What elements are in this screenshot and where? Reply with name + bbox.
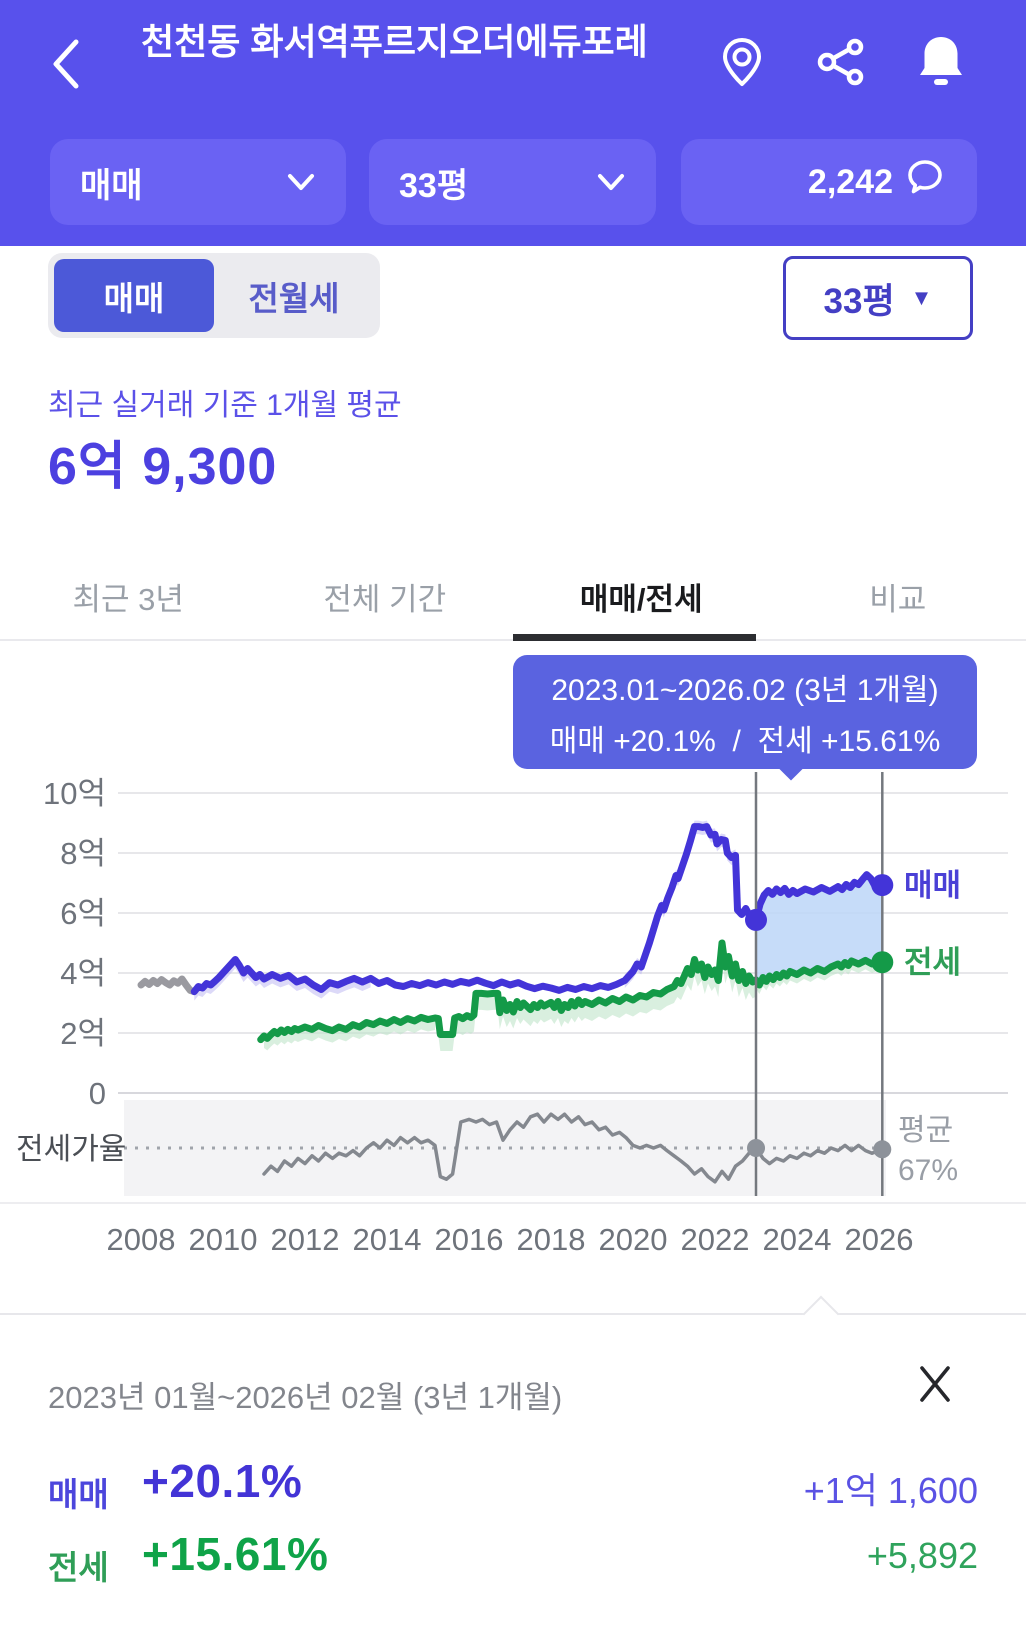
y-tick-label: 4억 (60, 956, 106, 991)
range-tooltip: 2023.01~2026.02 (3년 1개월) 매매 +20.1% / 전세 … (513, 655, 977, 769)
range-band (264, 1015, 435, 1051)
tab-compare[interactable]: 비교 (770, 556, 1026, 636)
panel-jeonse-label: 전세 (48, 1549, 109, 1586)
y-tick-label: 6억 (60, 896, 106, 931)
chart-tabs: 최근 3년 전체 기간 매매/전세 비교 (0, 556, 1026, 636)
ratio-end-dot (873, 1140, 892, 1159)
size-select-value: 33평 (823, 281, 895, 321)
trade-type-label: 매매 (80, 166, 143, 205)
toggle-rent[interactable]: 전월세 (214, 259, 374, 332)
chevron-down-icon (286, 163, 316, 202)
bell-icon[interactable] (912, 32, 968, 88)
y-tick-label: 0 (89, 1076, 106, 1111)
panel-jeonse-amount: +5,892 (866, 1535, 978, 1576)
legend-jeonse: 전세 (904, 945, 961, 980)
sale-line (190, 823, 886, 996)
y-tick-label: 10억 (43, 776, 106, 811)
back-icon[interactable] (38, 32, 98, 96)
y-tick-label: 8억 (60, 836, 106, 871)
jeonse-end-dot (871, 951, 894, 974)
panel-sale-amount: +1억 1,600 (803, 1470, 978, 1511)
size-filter[interactable]: 33평 (369, 139, 656, 225)
ratio-average-value: 67% (898, 1154, 958, 1187)
legend-sale: 매매 (904, 868, 961, 903)
tab-recent-3y[interactable]: 최근 3년 (0, 556, 257, 636)
tooltip-detail: 매매 +20.1% / 전세 +15.61% (549, 724, 941, 758)
close-icon[interactable] (912, 1360, 958, 1406)
panel-jeonse-pct: +15.61% (142, 1528, 329, 1580)
triangle-down-icon: ▼ (910, 285, 933, 310)
listing-count: 2,242 (807, 162, 893, 201)
size-select[interactable]: 33평 ▼ (783, 256, 973, 340)
ratio-band (124, 1100, 886, 1196)
panel-notch (802, 1295, 840, 1333)
x-tick-label: 2018 (517, 1222, 586, 1257)
tab-label: 전체 기간 (323, 581, 447, 617)
x-tick-label: 2020 (599, 1222, 668, 1257)
app-header: 천천동 화서역푸르지오더에듀포레 매매 33평 2,242 (0, 0, 1026, 246)
sale_pre-line (137, 975, 198, 996)
average-price: 6억 9,300 (48, 438, 278, 496)
x-tick-label: 2014 (353, 1222, 422, 1257)
price-caption: 최근 실거래 기준 1개월 평균 (48, 389, 402, 422)
tab-label: 최근 3년 (72, 581, 184, 617)
location-pin-icon[interactable] (714, 34, 770, 90)
toggle-rent-label: 전월세 (248, 279, 340, 317)
tab-all-period[interactable]: 전체 기간 (257, 556, 514, 636)
ratio-average-label: 평균 (898, 1114, 953, 1147)
panel-period: 2023년 01월~2026년 02월 (3년 1개월) (48, 1380, 563, 1415)
panel-sale-pct: +20.1% (142, 1455, 303, 1507)
page-title: 천천동 화서역푸르지오더에듀포레 (141, 21, 648, 62)
tooltip-period: 2023.01~2026.02 (3년 1개월) (551, 673, 939, 707)
panel-divider (0, 1313, 1026, 1315)
x-tick-label: 2012 (271, 1222, 340, 1257)
x-tick-label: 2022 (681, 1222, 750, 1257)
x-tick-label: 2010 (189, 1222, 258, 1257)
active-tab-underline (513, 634, 756, 641)
toggle-sale[interactable]: 매매 (54, 259, 214, 332)
listing-count-button[interactable]: 2,242 (681, 139, 977, 225)
ratio-line (262, 1112, 885, 1184)
ratio-start-dot (747, 1139, 765, 1157)
panel-sale-label: 매매 (48, 1476, 109, 1513)
y-tick-label: 2억 (60, 1016, 106, 1051)
ratio-axis-label: 전세가율 (16, 1133, 126, 1166)
trade-type-toggle: 매매 전월세 (48, 253, 380, 338)
sale-start-dot (745, 908, 767, 931)
tab-label: 비교 (869, 581, 927, 617)
tab-label: 매매/전세 (579, 581, 703, 617)
jeonse-line (257, 939, 886, 1044)
tab-sale-jeonse[interactable]: 매매/전세 (513, 556, 770, 636)
chat-bubble-icon (905, 157, 945, 208)
size-filter-label: 33평 (399, 166, 469, 205)
x-tick-label: 2016 (435, 1222, 504, 1257)
trade-type-filter[interactable]: 매매 (50, 139, 346, 225)
toggle-sale-label: 매매 (103, 279, 165, 317)
x-tick-label: 2008 (107, 1222, 176, 1257)
sale-end-dot (871, 874, 894, 897)
x-tick-label: 2026 (845, 1222, 914, 1257)
share-icon[interactable] (813, 34, 869, 90)
chevron-down-icon (596, 163, 626, 202)
highlight-fill (756, 874, 883, 985)
x-tick-label: 2024 (763, 1222, 832, 1257)
